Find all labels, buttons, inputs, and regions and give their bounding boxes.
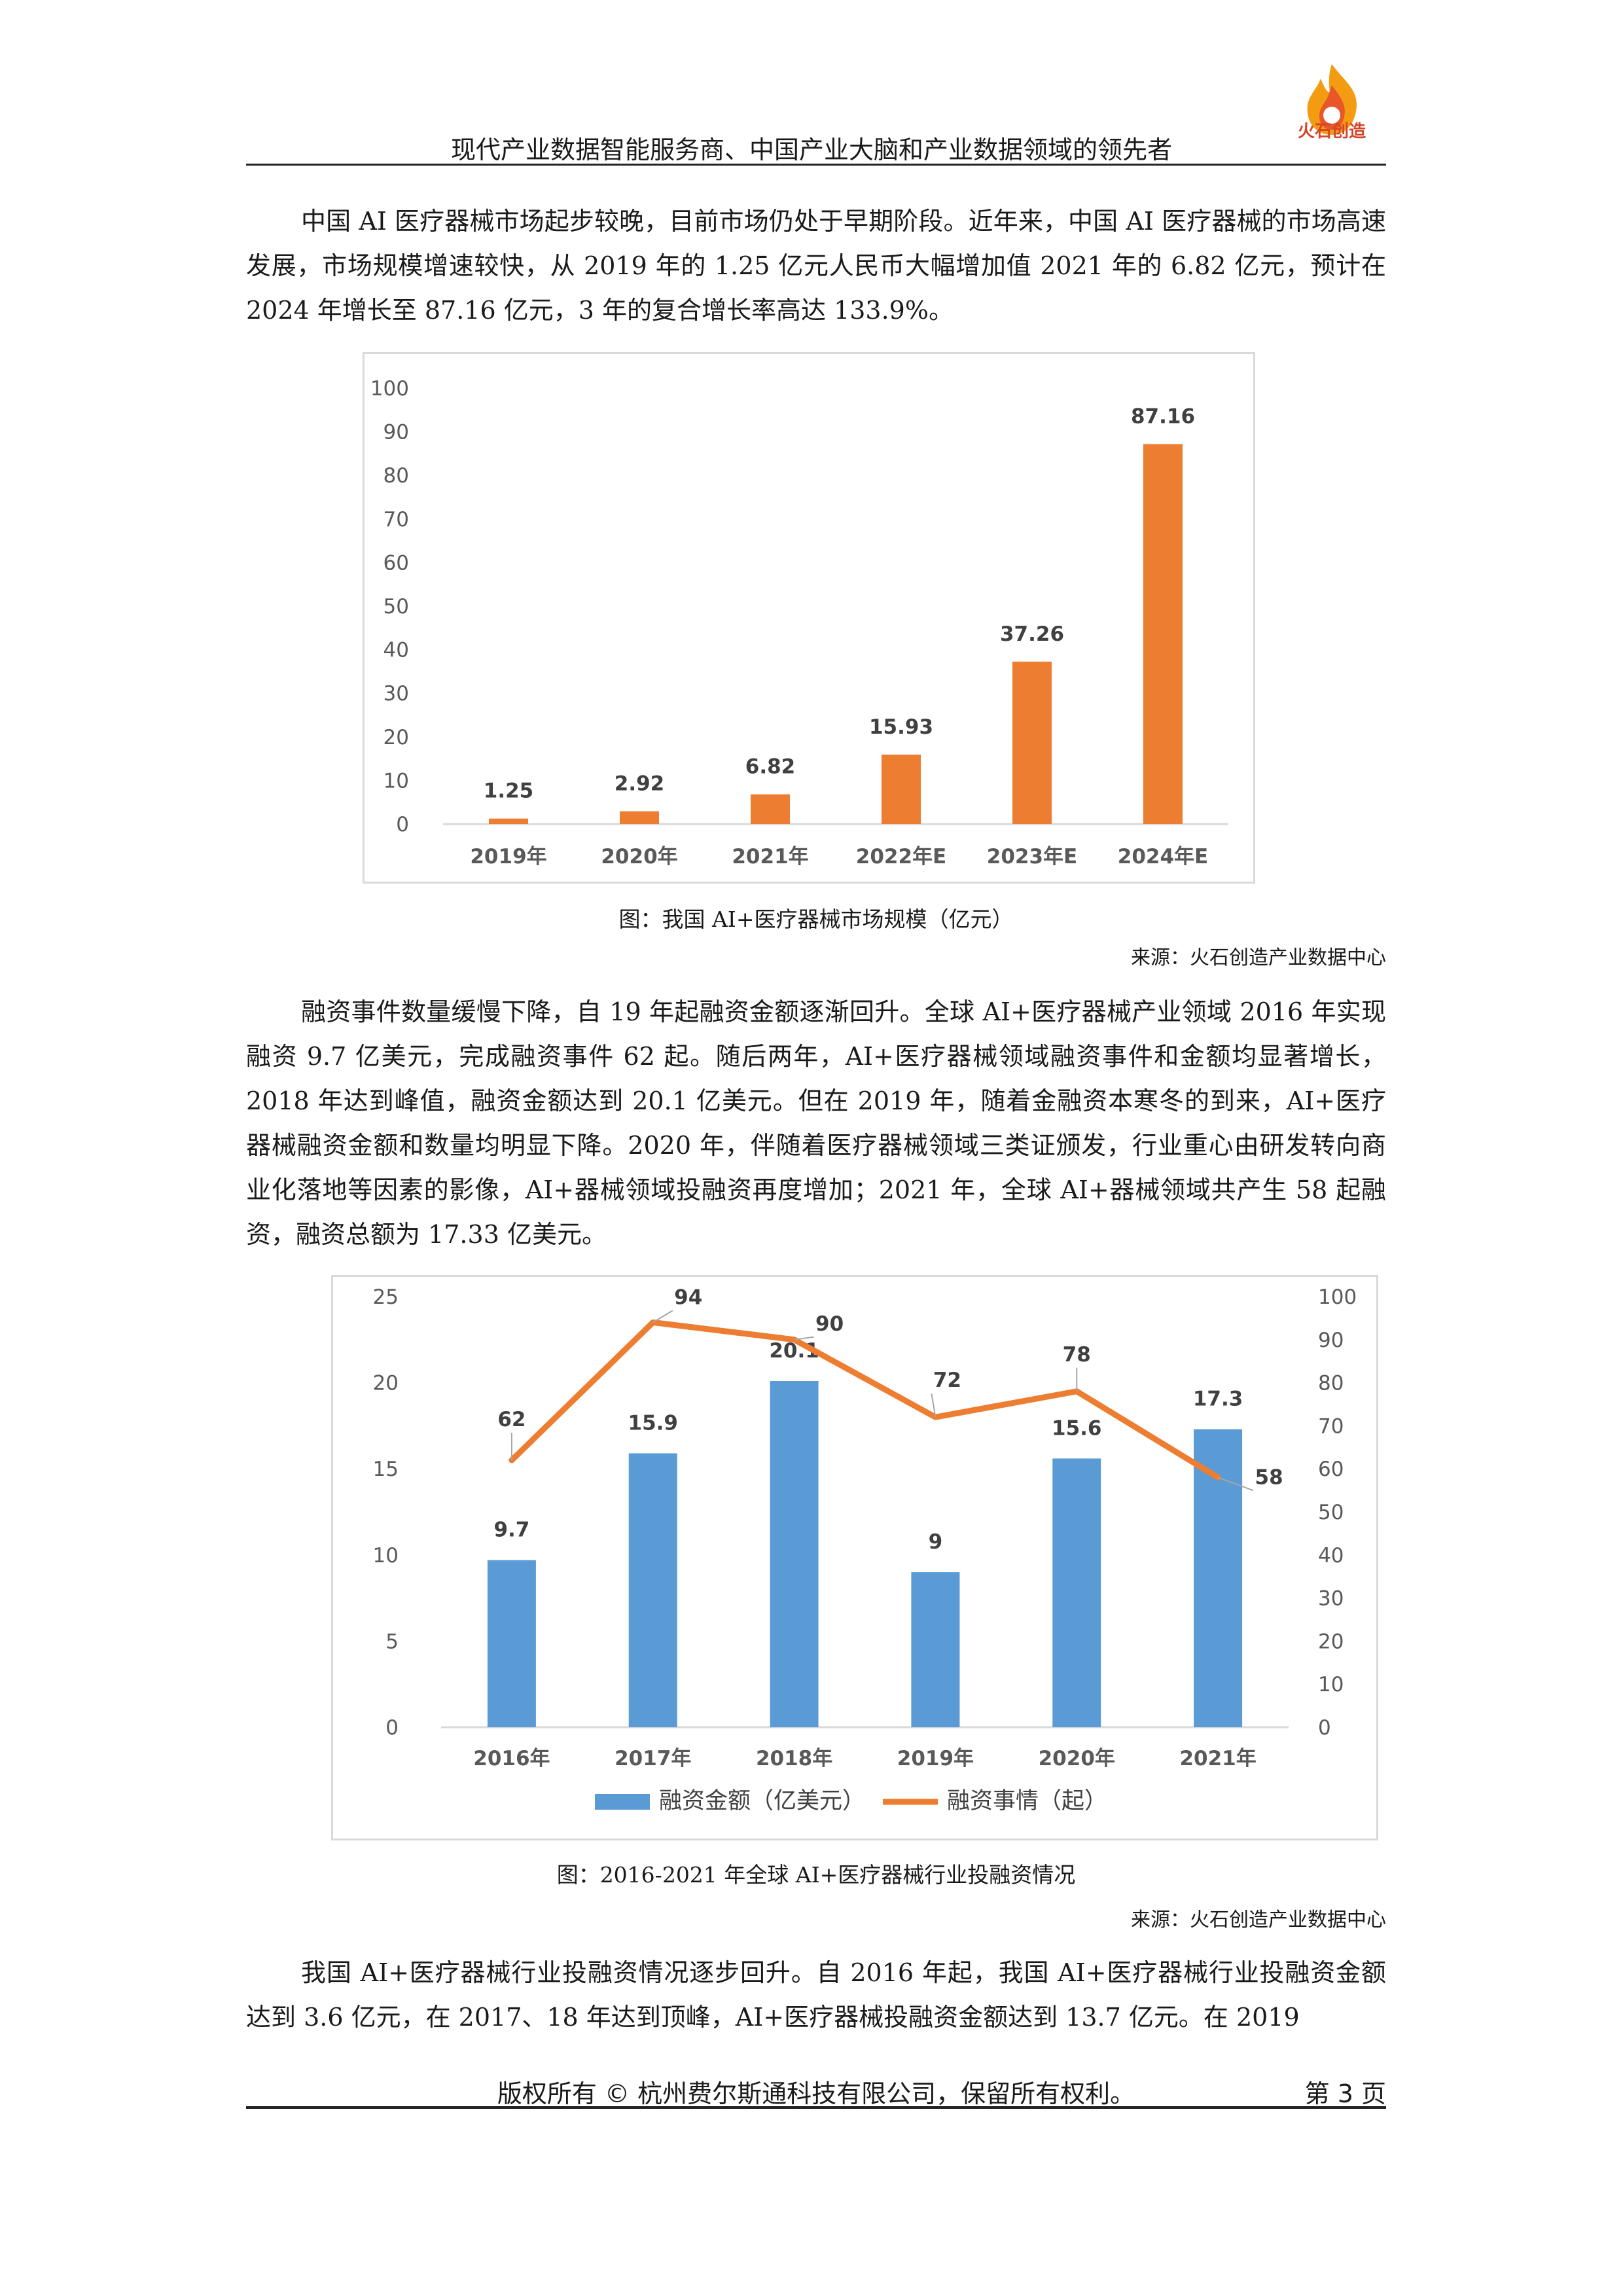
- y-tick-label: 40: [383, 639, 409, 662]
- line-data-label: 90: [815, 1312, 844, 1336]
- y-left-tick-label: 15: [373, 1458, 399, 1481]
- bar: [628, 1453, 677, 1727]
- paragraph-1-text: 中国 AI 医疗器械市场起步较晚，目前市场仍处于早期阶段。近年来，中国 AI 医…: [246, 207, 1386, 325]
- bar: [882, 754, 921, 824]
- financing-chart-svg: 0 5 10 15 20 25 0 10 20 30 40 50 60 70 80 90 100 9.7 2016年…: [373, 1285, 1357, 1814]
- figure-2-source: 来源：火石创造产业数据中心: [1131, 1909, 1386, 1931]
- bar-data-label: 9.7: [493, 1518, 529, 1542]
- paragraph-3: 我国 AI+医疗器械行业投融资情况逐步回升。自 2016 年起，我国 AI+医疗…: [246, 1950, 1386, 2039]
- bar: [770, 1380, 819, 1727]
- x-tick-label: 2024年E: [1118, 845, 1208, 869]
- bar: [1194, 1429, 1243, 1727]
- data-label: 87.16: [1131, 405, 1195, 429]
- line-data-label: 62: [497, 1408, 526, 1431]
- x-tick-label: 2021年: [732, 845, 808, 869]
- figure-1-source: 来源：火石创造产业数据中心: [1131, 946, 1386, 969]
- market-size-chart-svg: 0 10 20 30 40 50 60 70 80 90 100 1.25 2019年 2.92 2020年…: [370, 377, 1228, 869]
- bar: [620, 811, 659, 824]
- bar: [751, 794, 790, 824]
- paragraph-1: 中国 AI 医疗器械市场起步较晚，目前市场仍处于早期阶段。近年来，中国 AI 医…: [246, 199, 1386, 332]
- x-tick-label: 2020年: [1039, 1747, 1115, 1770]
- y-tick-label: 20: [383, 726, 409, 749]
- flame-logo-icon: [1307, 64, 1357, 135]
- y-right-tick-label: 90: [1318, 1329, 1344, 1352]
- y-right-tick-label: 20: [1318, 1630, 1344, 1653]
- x-tick-label: 2021年: [1179, 1747, 1256, 1770]
- y-right-tick-label: 100: [1318, 1285, 1357, 1309]
- data-label: 6.82: [745, 755, 796, 779]
- data-label: 1.25: [484, 780, 534, 803]
- x-tick-label: 2020年: [601, 845, 677, 869]
- x-tick-label: 2019年: [897, 1747, 974, 1770]
- y-right-tick-label: 30: [1318, 1587, 1344, 1611]
- y-tick-label: 80: [383, 464, 409, 488]
- figure-2-caption: 图：2016-2021 年全球 AI+医疗器械行业投融资情况: [556, 1862, 1076, 1888]
- y-tick-label: 30: [383, 682, 409, 706]
- bar-data-label: 15.9: [628, 1412, 679, 1435]
- paragraph-2-text: 融资事件数量缓慢下降，自 19 年起融资金额逐渐回升。全球 AI+医疗器械产业领…: [246, 997, 1386, 1249]
- y-right-tick-label: 60: [1318, 1458, 1344, 1481]
- leader-line: [794, 1336, 814, 1340]
- x-tick-label: 2023年E: [987, 845, 1077, 869]
- header-title: 现代产业数据智能服务商、中国产业大脑和产业数据领域的领先者: [450, 135, 1172, 164]
- bar: [1052, 1458, 1101, 1727]
- bar-data-label: 9: [929, 1530, 943, 1554]
- y-tick-label: 50: [383, 595, 409, 619]
- leader-line: [1217, 1477, 1254, 1492]
- x-tick-label: 2016年: [473, 1747, 550, 1770]
- bar: [1012, 661, 1052, 824]
- footer-copyright: 版权所有 © 杭州费尔斯通科技有限公司，保留所有权利。: [497, 2079, 1135, 2108]
- legend-swatch-bar: [595, 1794, 650, 1810]
- y-right-tick-label: 70: [1318, 1414, 1344, 1438]
- footer-page-number: 第 3 页: [1304, 2079, 1386, 2108]
- financing-chart: 0 5 10 15 20 25 0 10 20 30 40 50 60 70 80 90 100 9.7 2016年…: [331, 1275, 1378, 1840]
- line-data-label: 58: [1255, 1465, 1283, 1489]
- legend-label-bar: 融资金额（亿美元）: [659, 1788, 865, 1814]
- y-left-tick-label: 10: [373, 1544, 399, 1568]
- y-tick-label: 10: [383, 769, 409, 793]
- data-label: 37.26: [1000, 622, 1064, 646]
- x-tick-label: 2022年E: [856, 845, 946, 869]
- y-tick-label: 0: [396, 813, 409, 836]
- figure-1-caption: 图：我国 AI+医疗器械市场规模（亿元）: [618, 906, 1014, 932]
- data-label: 2.92: [615, 772, 665, 796]
- leader-line: [652, 1310, 673, 1323]
- bar: [487, 1560, 536, 1727]
- header-divider: [246, 164, 1386, 166]
- x-tick-label: 2019年: [470, 845, 546, 869]
- x-tick-label: 2018年: [756, 1747, 832, 1770]
- y-left-tick-label: 25: [373, 1285, 399, 1309]
- y-right-tick-label: 40: [1318, 1544, 1344, 1568]
- bar: [1143, 444, 1183, 824]
- y-right-tick-label: 50: [1318, 1501, 1344, 1524]
- y-tick-label: 100: [370, 377, 409, 401]
- y-right-tick-label: 80: [1318, 1372, 1344, 1395]
- bar: [489, 818, 528, 824]
- y-tick-label: 60: [383, 551, 409, 575]
- line-data-label: 78: [1063, 1343, 1091, 1367]
- logo-text: 火石创造: [1297, 122, 1366, 141]
- legend-label-line: 融资事情（起）: [947, 1788, 1107, 1814]
- y-right-tick-label: 0: [1318, 1716, 1331, 1740]
- line-data-label: 94: [674, 1285, 702, 1309]
- y-left-tick-label: 0: [385, 1716, 399, 1740]
- data-label: 15.93: [869, 715, 933, 739]
- paragraph-2: 融资事件数量缓慢下降，自 19 年起融资金额逐渐回升。全球 AI+医疗器械产业领…: [246, 990, 1386, 1257]
- bar-data-label: 15.6: [1052, 1416, 1102, 1440]
- y-left-tick-label: 5: [385, 1630, 399, 1653]
- x-tick-label: 2017年: [615, 1747, 691, 1770]
- footer-divider: [246, 2106, 1386, 2109]
- y-left-tick-label: 20: [373, 1372, 399, 1395]
- y-tick-label: 70: [383, 508, 409, 531]
- line-data-label: 72: [933, 1369, 961, 1392]
- market-size-chart: 0 10 20 30 40 50 60 70 80 90 100 1.25 2019年 2.92 2020年…: [363, 352, 1255, 884]
- bar: [911, 1572, 960, 1727]
- y-right-tick-label: 10: [1318, 1673, 1344, 1696]
- paragraph-3-text: 我国 AI+医疗器械行业投融资情况逐步回升。自 2016 年起，我国 AI+医疗…: [246, 1958, 1386, 2032]
- bar-data-label: 17.3: [1193, 1388, 1243, 1411]
- y-tick-label: 90: [383, 421, 409, 444]
- line-series: [508, 1319, 1221, 1480]
- leader-line: [931, 1393, 936, 1418]
